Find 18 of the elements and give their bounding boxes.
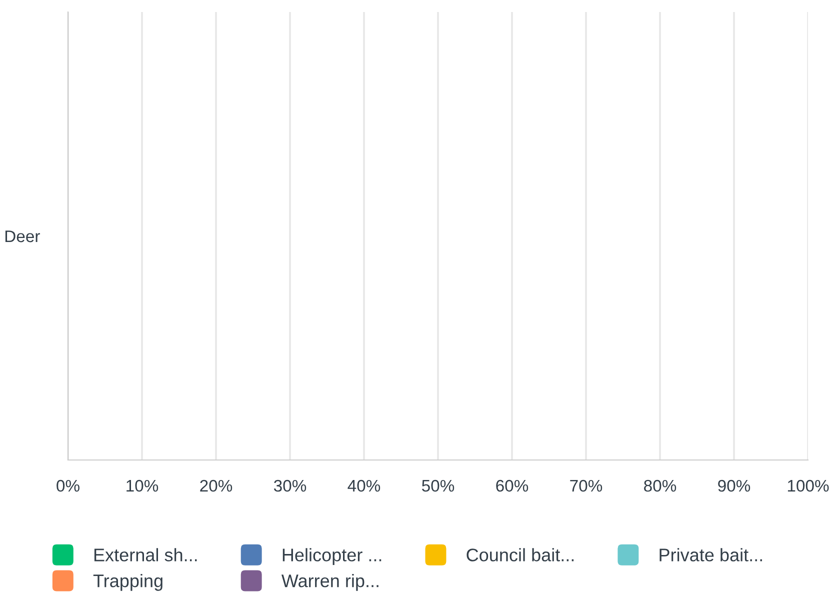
x-tick-label: 90% [718, 480, 750, 492]
x-tick-label: 0% [56, 480, 80, 492]
x-tick-label: 30% [274, 480, 306, 492]
x-tick-label: 60% [496, 480, 528, 492]
x-tick-label: 100% [788, 480, 829, 492]
x-tick-label: 10% [126, 480, 158, 492]
x-tick-label: 50% [422, 480, 454, 492]
y-tick-label: Deer [5, 230, 40, 242]
x-tick-label: 40% [348, 480, 380, 492]
legend-label: External sh... [94, 548, 197, 562]
x-tick-label: 80% [644, 480, 676, 492]
legend-label: Trapping [93, 574, 162, 591]
x-tick-label: 20% [200, 480, 232, 492]
legend-label: Warren rip... [281, 574, 378, 591]
x-tick-label: 70% [570, 480, 602, 492]
legend-label: Council bait... [466, 548, 574, 562]
legend-label: Private bait... [660, 548, 762, 562]
legend-label: Helicopter ... [282, 548, 382, 565]
